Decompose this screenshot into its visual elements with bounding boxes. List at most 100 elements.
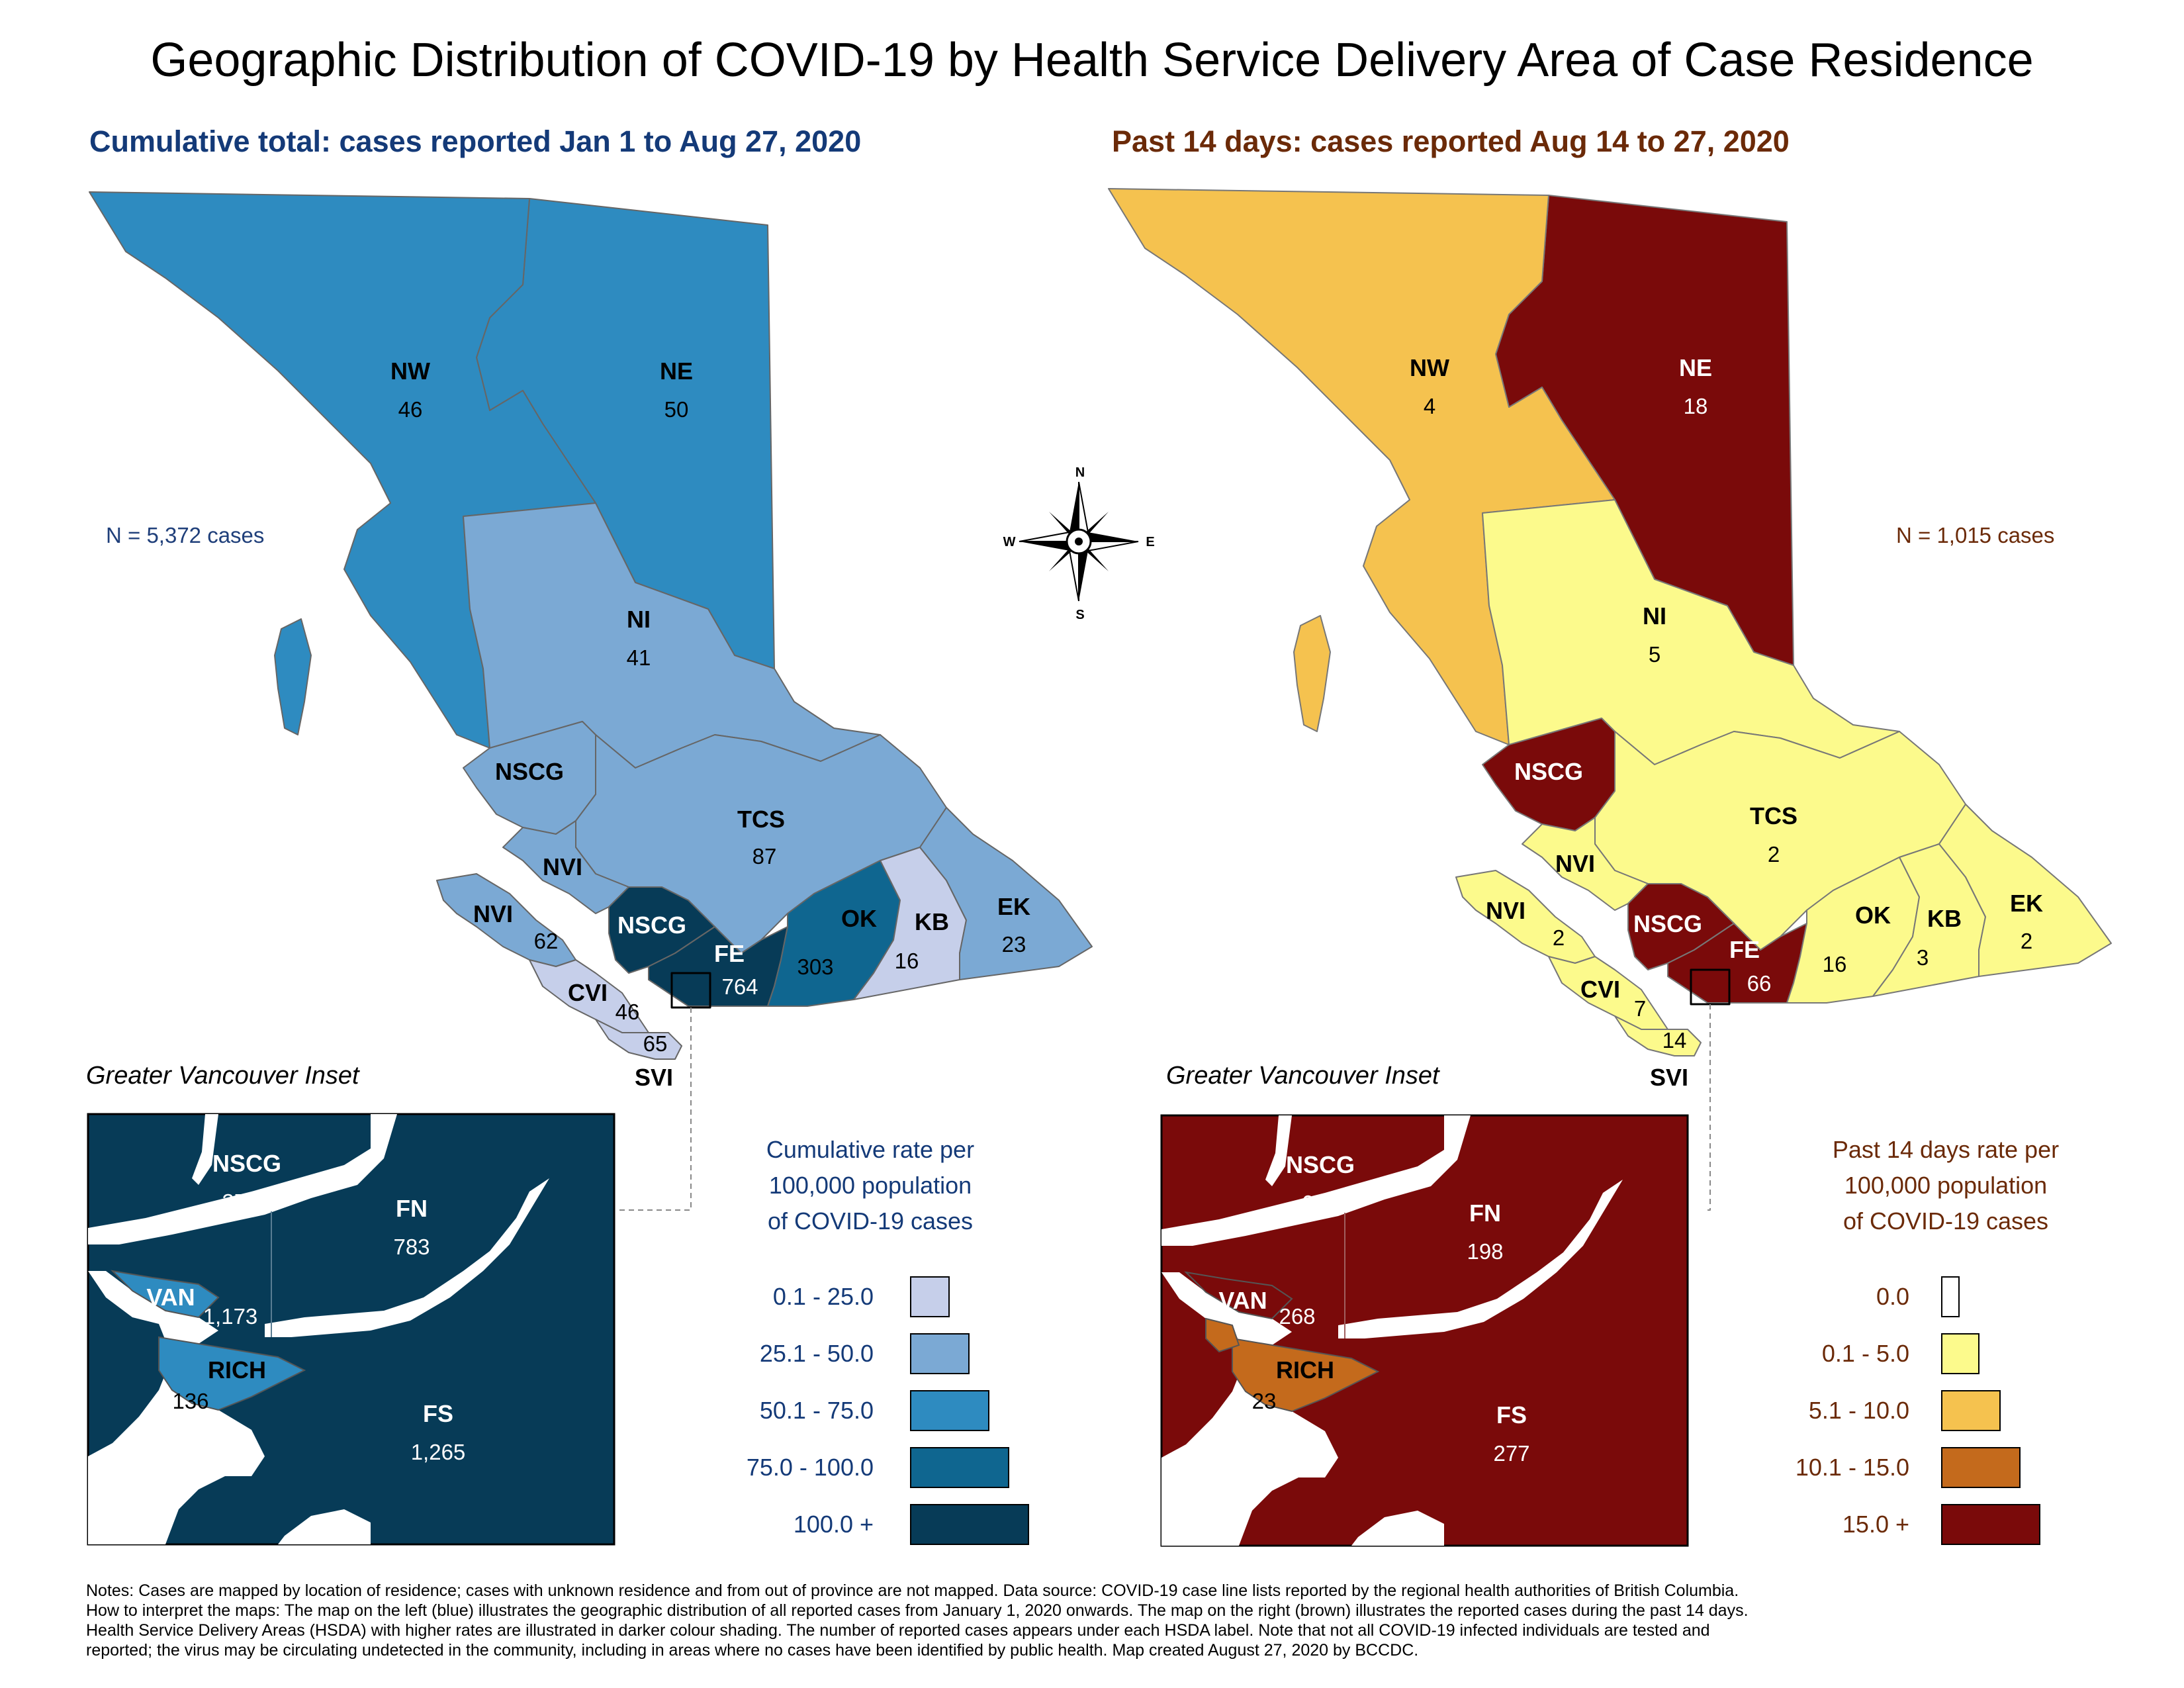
cases-nvi: 62: [534, 929, 559, 953]
compass-w-label: W: [1003, 535, 1016, 549]
label-nscg-north: NSCG: [495, 758, 564, 785]
right-map: [1108, 188, 2112, 1211]
label-svi: SVI: [635, 1064, 673, 1091]
legend-class-label: 25.1 - 50.0: [759, 1340, 874, 1367]
compass-n-label: N: [1075, 465, 1085, 480]
inset-cases-nscg: 64: [1302, 1191, 1326, 1215]
left-inset-water-inlet: [88, 1114, 397, 1244]
label-nscg-north: NSCG: [1514, 758, 1583, 785]
right-inset-region-van: [1184, 1271, 1293, 1320]
left-map: [89, 191, 1093, 1211]
notes-line: Notes: Cases are mapped by location of r…: [86, 1581, 1739, 1600]
label-kb: KB: [1927, 905, 1962, 932]
label-ne: NE: [660, 357, 693, 385]
legend-swatch: [910, 1390, 989, 1431]
right-inset: NSCG 64 FN 198 VAN 268 RICH 23 FS 277: [1160, 1114, 1689, 1547]
inset-label-fn: FN: [396, 1195, 428, 1222]
label-svi: SVI: [1650, 1064, 1688, 1091]
legend-swatch: [1941, 1333, 1979, 1374]
label-nscg-south: NSCG: [617, 912, 686, 939]
left-region-cvi: [529, 959, 649, 1033]
cases-ne: 18: [1684, 394, 1708, 418]
legend-class-label: 5.1 - 10.0: [1808, 1397, 1909, 1424]
right-legend-title-line: of COVID-19 cases: [1843, 1207, 2049, 1235]
inset-cases-fs: 1,265: [411, 1440, 466, 1464]
inset-label-fs: FS: [1496, 1401, 1527, 1429]
legend-class-label: 15.0 +: [1842, 1511, 1909, 1538]
inset-label-rich: RICH: [1276, 1356, 1334, 1383]
left-region-svi: [595, 1019, 682, 1060]
label-nvi-island: NVI: [473, 900, 513, 927]
right-region-svi: [1614, 1015, 1702, 1056]
cases-tcs: 87: [752, 844, 777, 868]
cases-ni: 5: [1649, 642, 1661, 667]
label-ne: NE: [1679, 354, 1712, 381]
right-inset-water-strait: [1351, 1511, 1444, 1546]
cases-ok: 16: [1823, 952, 1847, 976]
cases-svi: 65: [643, 1031, 668, 1056]
right-inset-leader: [1707, 1004, 1711, 1211]
label-nvi-island: NVI: [1486, 897, 1525, 924]
inset-label-fs: FS: [423, 1400, 453, 1427]
right-map-subtitle: Past 14 days: cases reported Aug 14 to 2…: [1112, 124, 1790, 158]
right-total-cases: N = 1,015 cases: [1896, 523, 2055, 547]
label-fe: FE: [714, 940, 745, 967]
label-ni: NI: [1643, 602, 1666, 630]
left-inset-leader: [619, 1008, 692, 1211]
right-island-haida-gwaii: [1293, 615, 1331, 732]
inset-label-van: VAN: [146, 1284, 195, 1311]
inset-cases-van: 268: [1279, 1304, 1315, 1329]
right-inset-water-fjord: [1265, 1115, 1292, 1186]
left-inset-water-bay: [88, 1271, 265, 1544]
inset-label-van: VAN: [1218, 1287, 1267, 1314]
label-nvi-main: NVI: [1555, 850, 1595, 877]
right-inset-region-van-fill: [1205, 1317, 1240, 1353]
left-inset: NSCG 378 FN 783 VAN 1,173 RICH 136 FS 1,…: [87, 1113, 615, 1546]
left-total-cases: N = 5,372 cases: [106, 523, 265, 547]
label-ni: NI: [627, 606, 651, 633]
label-ek: EK: [2010, 890, 2043, 917]
cases-cvi: 7: [1634, 996, 1646, 1021]
left-inset-water-strait: [278, 1509, 371, 1544]
cases-nw: 4: [1424, 394, 1435, 418]
notes-line: How to interpret the maps: The map on th…: [86, 1601, 1749, 1620]
label-ok: OK: [1855, 902, 1891, 929]
right-legend-title: Past 14 days rate per 100,000 population…: [1794, 1132, 2098, 1239]
inset-cases-rich: 23: [1252, 1389, 1277, 1413]
inset-cases-fn: 783: [393, 1235, 430, 1259]
left-region-ek: [919, 807, 1093, 980]
legend-class-label: 10.1 - 15.0: [1795, 1454, 1909, 1481]
left-legend-title: Cumulative rate per 100,000 population o…: [731, 1132, 1009, 1239]
left-inset-region-rich: [158, 1336, 306, 1411]
cases-tcs: 2: [1768, 842, 1780, 867]
label-ok: OK: [841, 905, 877, 932]
legend-class-label: 75.0 - 100.0: [746, 1454, 874, 1481]
label-tcs: TCS: [737, 806, 785, 833]
label-nw: NW: [390, 357, 430, 385]
left-legend-title-line: Cumulative rate per: [766, 1136, 975, 1163]
cases-cvi: 46: [615, 1000, 640, 1024]
legend-swatch: [1941, 1390, 2001, 1431]
inset-label-fn: FN: [1469, 1199, 1501, 1227]
page-title: Geographic Distribution of COVID-19 by H…: [150, 34, 2034, 87]
right-inset-water-inlet: [1161, 1115, 1471, 1246]
label-nvi-main: NVI: [543, 853, 582, 880]
legend-swatch: [1941, 1504, 2040, 1545]
right-inset-title: Greater Vancouver Inset: [1166, 1062, 1439, 1090]
cases-ok: 303: [797, 955, 833, 979]
notes-line: reported; the virus may be circulating u…: [86, 1641, 1419, 1660]
cases-ni: 41: [627, 645, 651, 670]
right-region-cvi: [1548, 956, 1668, 1030]
cases-fe: 66: [1747, 971, 1772, 996]
legend-class-label: 0.1 - 25.0: [772, 1283, 874, 1310]
legend-class-label: 0.0: [1876, 1283, 1909, 1310]
cases-kb: 16: [895, 949, 919, 973]
legend-swatch: [1941, 1276, 1960, 1317]
inset-cases-nscg: 378: [222, 1190, 258, 1214]
legend-class-label: 0.1 - 5.0: [1821, 1340, 1909, 1367]
left-map-subtitle: Cumulative total: cases reported Jan 1 t…: [89, 124, 862, 158]
legend-swatch: [910, 1447, 1009, 1488]
cases-kb: 3: [1917, 945, 1929, 970]
right-map-labels: NW 4 NE 18 NI 5 NSCG TCS 2 NVI NVI 2 NSC…: [1410, 354, 2043, 1091]
inset-cases-van: 1,173: [203, 1304, 258, 1329]
